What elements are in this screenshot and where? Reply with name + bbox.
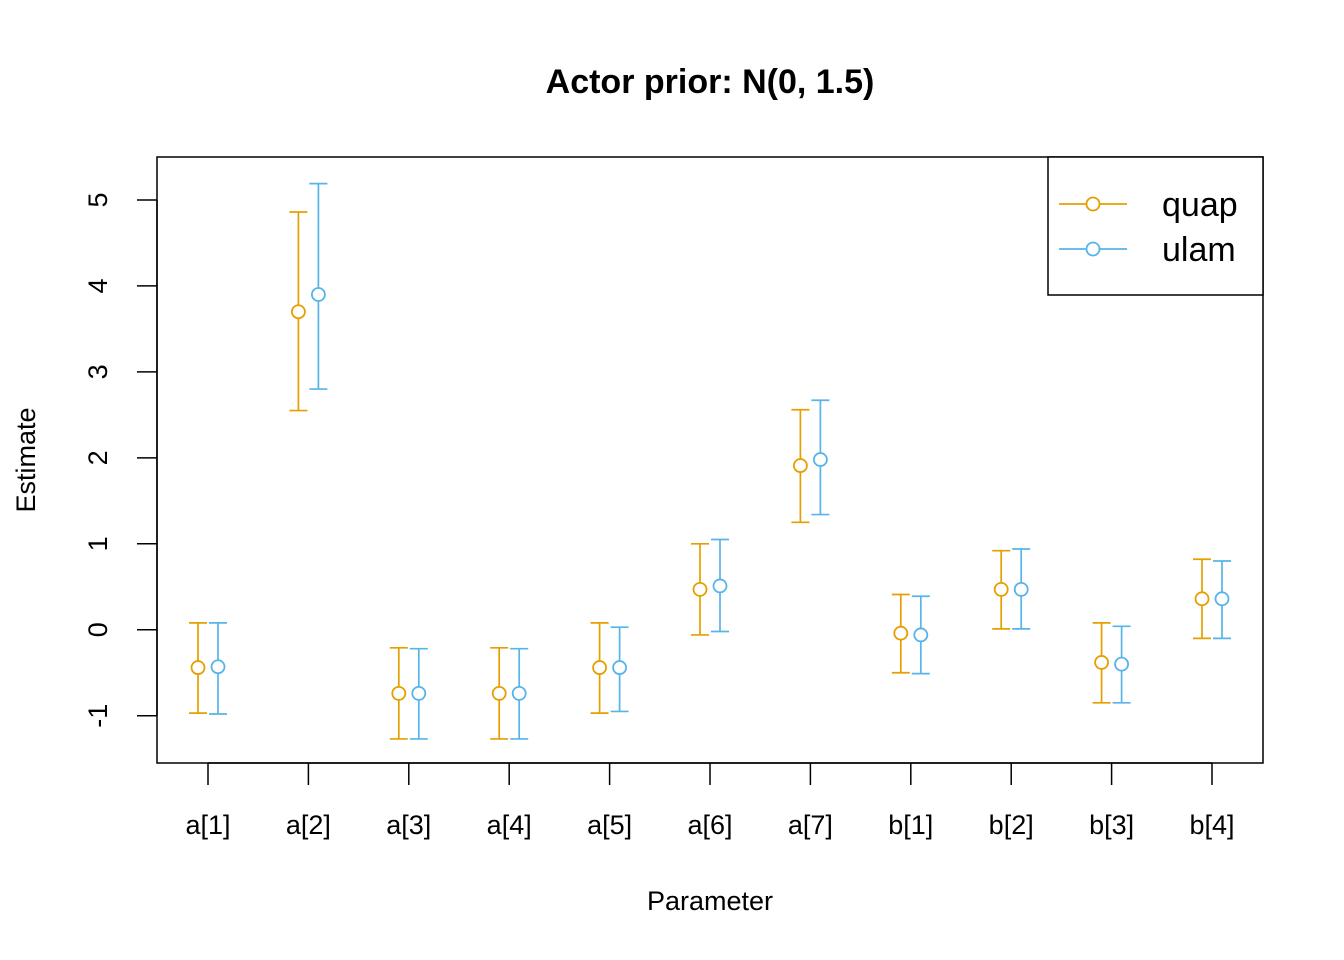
data-point [1194,591,1210,607]
data-point [190,660,206,675]
series-layer [189,182,1231,740]
chart-title: Actor prior: N(0, 1.5) [546,63,875,101]
data-point [310,287,326,302]
data-point [893,625,909,641]
x-tick-label: b[2] [989,810,1034,840]
y-tick-label: 2 [83,450,113,465]
x-tick-label: a[5] [587,810,632,840]
x-tick-label: a[7] [788,810,833,840]
data-point [1214,591,1230,607]
x-tick-label: a[4] [487,810,532,840]
y-tick-label: 3 [83,364,113,379]
legend: quap ulam [1047,156,1264,296]
legend-marker-quap [1085,196,1101,212]
x-tick-label: a[2] [286,810,331,840]
legend-box [1047,156,1264,296]
legend-marker-ulam [1085,241,1101,257]
data-point [793,458,808,473]
data-point [290,304,306,320]
data-point [210,659,226,675]
series-quap [189,211,1211,740]
data-point [1114,656,1129,672]
data-point [913,627,929,643]
data-point [1013,581,1029,597]
y-tick-label: 4 [83,278,113,293]
y-axis-label: Estimate [11,407,41,512]
legend-label-quap: quap [1162,186,1238,224]
data-point [592,660,607,675]
y-tick-label: 0 [83,622,113,637]
x-tick-label: a[6] [687,810,732,840]
x-tick-label: a[3] [386,810,431,840]
data-point [813,452,828,467]
data-point [491,685,507,701]
x-tick-label: b[1] [888,810,933,840]
data-point [712,578,728,594]
data-point [511,685,527,701]
y-tick-label: 5 [83,192,113,207]
data-point [1094,655,1109,670]
x-axis-label: Parameter [647,886,773,916]
y-axis: -1 0 1 2 3 4 5 [83,192,158,728]
data-point [391,685,407,701]
x-axis: a[1] a[2] a[3] a[4] a[5] a[6] a[7] b[1] b[2] b[3]… [185,762,1235,840]
data-point [612,660,627,675]
x-tick-label: b[3] [1089,810,1134,840]
y-tick-label: -1 [83,704,113,728]
data-point [411,685,427,701]
data-point [993,581,1009,597]
x-tick-label: a[1] [185,810,230,840]
y-tick-label: 1 [83,536,113,551]
x-tick-label: b[4] [1189,810,1234,840]
data-point [692,581,708,597]
series-ulam [209,182,1231,740]
legend-label-ulam: ulam [1162,231,1236,269]
